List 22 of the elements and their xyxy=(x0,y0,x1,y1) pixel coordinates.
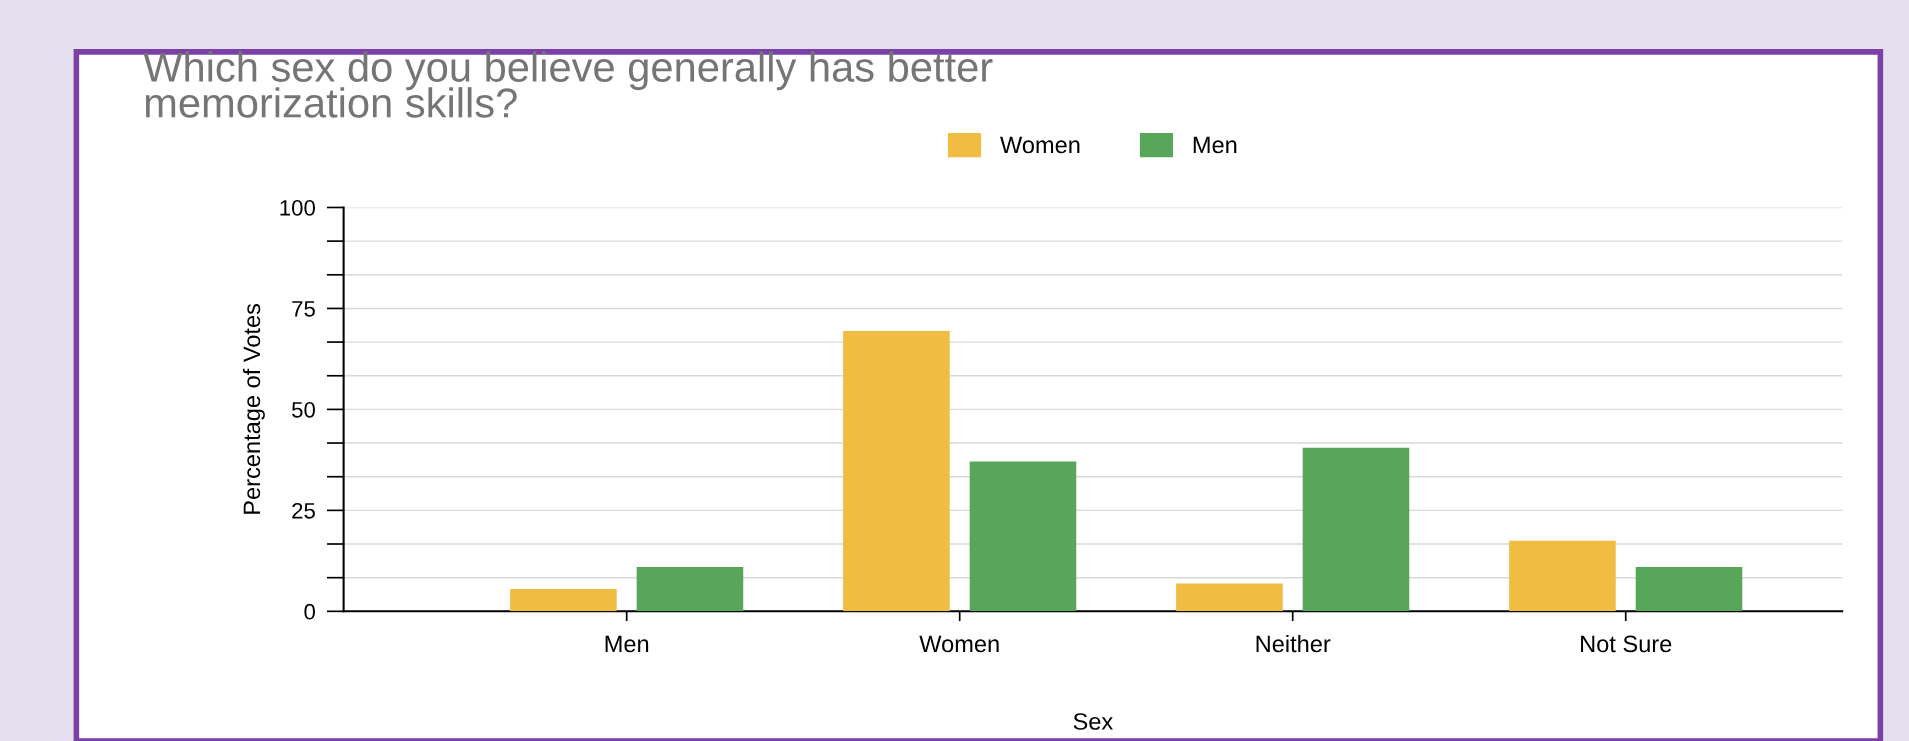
legend-label: Men xyxy=(1193,136,1237,154)
x-tick-label: Men xyxy=(605,635,649,653)
y-tick-label: 25 xyxy=(292,502,315,519)
bar xyxy=(1509,540,1616,612)
y-tick-label: 50 xyxy=(292,401,315,418)
y-tick-label: 75 xyxy=(292,301,315,317)
bar xyxy=(1176,583,1283,612)
legend-label: Women xyxy=(1000,136,1080,154)
bar xyxy=(510,589,617,612)
bar xyxy=(969,461,1077,612)
x-tick-label: Neither xyxy=(1256,634,1331,653)
y-tick-label: 100 xyxy=(280,200,315,216)
y-tick-label: 0 xyxy=(304,603,315,620)
y-axis-title: Percentage of Votes xyxy=(242,303,265,514)
x-tick-label: Women xyxy=(919,635,999,653)
x-axis-title: Sex xyxy=(1073,713,1113,730)
bar xyxy=(843,331,950,612)
bar xyxy=(1635,566,1743,612)
bar xyxy=(636,566,744,612)
chart-title: Which sex do you believe generally has better memorization skills? xyxy=(143,51,993,118)
x-tick-label: Not Sure xyxy=(1581,635,1672,653)
bar xyxy=(1302,447,1410,612)
